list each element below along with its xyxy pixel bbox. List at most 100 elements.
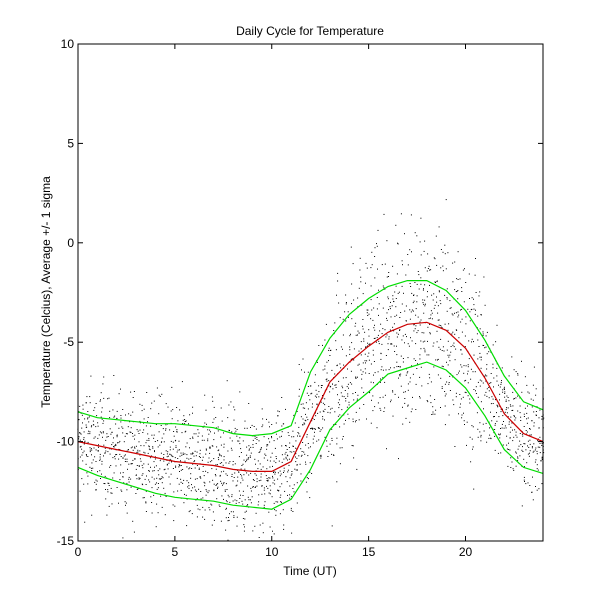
observation-point <box>290 474 292 476</box>
observation-point <box>515 371 517 373</box>
observation-point <box>350 370 352 372</box>
observation-point <box>266 468 268 470</box>
observation-point <box>352 393 354 395</box>
observation-point <box>407 264 409 266</box>
observation-point <box>436 281 438 283</box>
observation-point <box>320 457 322 459</box>
observation-point <box>112 457 114 459</box>
observation-point <box>288 447 290 448</box>
observation-point <box>442 251 444 253</box>
observation-point <box>336 364 338 366</box>
observation-point <box>111 444 113 446</box>
observation-point <box>317 427 319 429</box>
observation-point <box>423 288 424 290</box>
observation-point <box>83 483 85 485</box>
observation-point <box>510 467 512 468</box>
observation-point <box>358 363 360 365</box>
observation-point <box>248 448 250 450</box>
observation-point <box>523 476 525 478</box>
observation-point <box>417 363 418 365</box>
observation-point <box>412 310 414 312</box>
observation-point <box>242 440 244 442</box>
observation-point <box>478 295 480 297</box>
observation-point <box>244 427 246 429</box>
observation-point <box>298 433 300 435</box>
observation-point <box>342 438 343 440</box>
observation-point <box>357 330 359 332</box>
observation-point <box>376 297 378 298</box>
observation-point <box>311 420 313 422</box>
observation-point <box>264 493 266 495</box>
observation-point <box>452 331 454 333</box>
observation-point <box>102 431 104 433</box>
observation-point <box>167 468 169 470</box>
observation-point <box>289 485 291 487</box>
observation-point <box>426 296 428 298</box>
observation-point <box>343 396 345 398</box>
observation-point <box>460 349 462 350</box>
observation-point <box>532 476 533 478</box>
observation-point <box>377 371 379 373</box>
observation-point <box>409 318 411 320</box>
observation-point <box>194 486 196 488</box>
observation-point <box>266 485 267 487</box>
observation-point <box>409 309 411 311</box>
observation-point <box>483 430 485 432</box>
observation-point <box>267 444 269 446</box>
observation-point <box>103 483 105 484</box>
observation-point <box>96 480 98 482</box>
observation-point <box>307 408 309 410</box>
observation-point <box>392 390 394 392</box>
observation-point <box>535 447 537 449</box>
observation-point <box>407 254 409 255</box>
observation-point <box>255 474 257 476</box>
observation-point <box>328 360 329 362</box>
observation-point <box>390 343 392 345</box>
observation-point <box>390 367 391 369</box>
observation-point <box>345 400 347 402</box>
observation-point <box>455 291 457 293</box>
observation-point <box>201 459 203 461</box>
observation-point <box>239 498 241 499</box>
observation-point <box>167 451 169 453</box>
observation-point <box>253 480 255 481</box>
observation-point <box>163 433 165 435</box>
observation-point <box>176 429 178 431</box>
observation-point <box>455 329 457 331</box>
observation-point <box>106 514 108 516</box>
observation-point <box>448 383 450 385</box>
observation-point <box>496 375 498 377</box>
observation-point <box>433 307 435 309</box>
observation-point <box>110 465 112 466</box>
observation-point <box>479 328 481 330</box>
observation-point <box>295 461 297 463</box>
observation-point <box>393 330 395 332</box>
observation-point <box>143 451 145 453</box>
observation-point <box>239 437 241 439</box>
observation-point <box>199 509 201 511</box>
observation-point <box>190 473 192 475</box>
observation-point <box>306 434 308 436</box>
observation-point <box>502 415 504 417</box>
observation-point <box>184 460 186 462</box>
observation-point <box>458 413 459 415</box>
observation-point <box>386 276 388 278</box>
observation-point <box>204 394 206 396</box>
plot-frame <box>77 43 544 542</box>
observation-point <box>419 241 421 243</box>
observation-point <box>88 416 90 418</box>
observation-point <box>360 369 362 371</box>
observation-point <box>440 326 442 328</box>
observation-point <box>153 494 155 496</box>
observation-point <box>238 471 239 473</box>
observation-point <box>447 364 449 366</box>
observation-point <box>354 325 356 327</box>
observation-point <box>306 477 308 479</box>
observation-point <box>205 448 207 450</box>
observation-point <box>199 457 201 458</box>
observation-point <box>118 442 120 444</box>
observation-point <box>308 447 310 449</box>
observation-point <box>368 329 370 331</box>
observation-point <box>291 473 293 475</box>
observation-point <box>492 367 494 369</box>
